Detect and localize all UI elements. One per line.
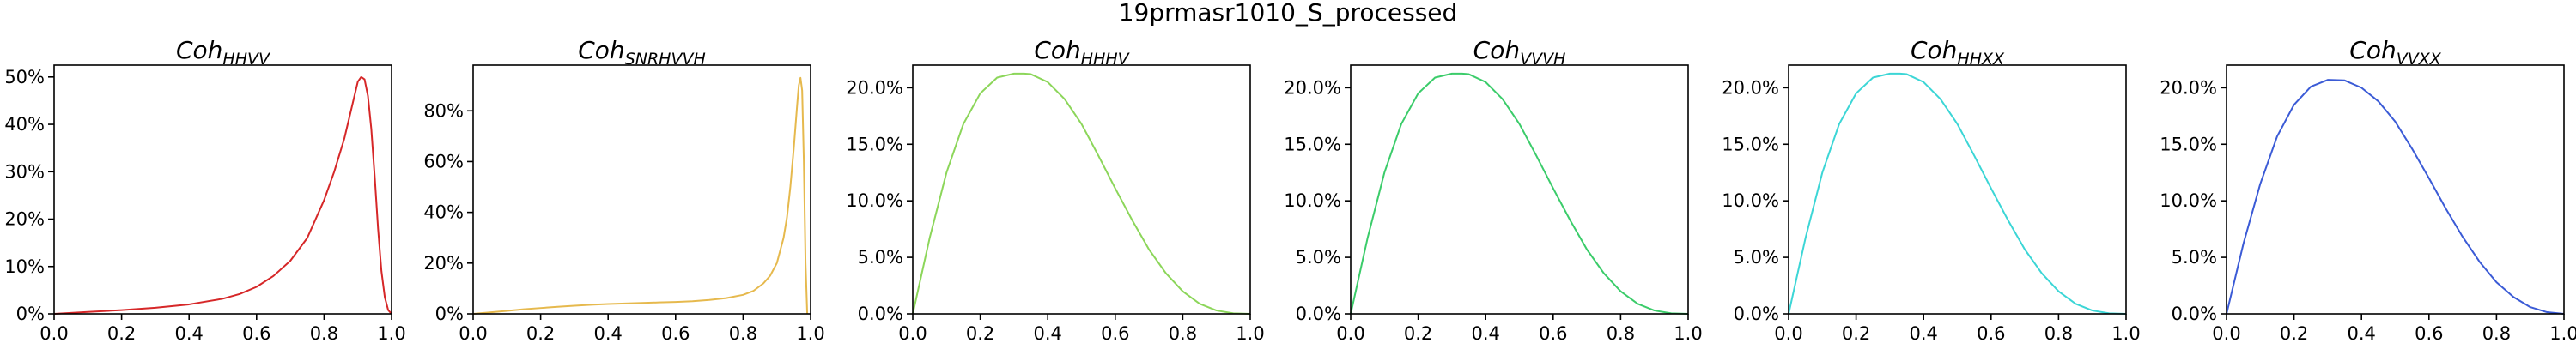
subplot-5-x-tick-label: 0.4 (1909, 323, 1937, 343)
subplot-1-x-tick-label: 0.8 (310, 323, 338, 343)
subplot-3-y-tick-label: 15.0% (846, 134, 903, 154)
subplot-6: CohVVXX 0.0 0.2 0.4 0.6 0.8 1.0 0.0% 5.0% 10.0% 15… (2160, 36, 2576, 343)
subplot-5-x-tick-label: 0.0 (1774, 323, 1802, 343)
subplot-4-x-tick-label: 0.4 (1471, 323, 1499, 343)
subplot-1-x-tick-label: 0.6 (242, 323, 270, 343)
subplot-4-y-tick-label: 20.0% (1284, 77, 1341, 98)
subplot-4-title: CohVVVH (1473, 36, 1566, 69)
subplot-5-x-tick-label: 0.8 (2044, 323, 2073, 343)
subplot-2-x-tick-label: 0.8 (729, 323, 757, 343)
subplot-4-x-tick-label: 0.0 (1336, 323, 1364, 343)
subplot-2-x-tick-label: 0.2 (526, 323, 555, 343)
subplot-1-x-tick-label: 0.0 (39, 323, 68, 343)
subplot-2-y-tick-label: 60% (423, 151, 464, 172)
subplot-5: CohHHXX 0.0 0.2 0.4 0.6 0.8 1.0 0.0% 5.0% 10.0% 15… (1722, 36, 2140, 343)
subplot-6-x-tick-label: 0.2 (2280, 323, 2308, 343)
subplot-5-title: CohHHXX (1911, 36, 2005, 69)
subplot-3-x-tick-label: 0.2 (966, 323, 994, 343)
subplot-4-series-line (1350, 72, 1689, 315)
subplot-1-y-tick-label: 20% (4, 209, 45, 230)
subplot-5-y-tick-label: 20.0% (1722, 77, 1779, 98)
subplot-1-y-tick-label: 50% (4, 67, 45, 87)
subplot-1-axes-frame (53, 64, 392, 315)
subplot-4-x-tick-label: 0.8 (1607, 323, 1635, 343)
subplot-3-y-tick-label: 10.0% (846, 190, 903, 211)
subplot-3-y-tick-label: 5.0% (858, 247, 903, 268)
subplot-1-y-tick-label: 10% (4, 256, 45, 277)
subplot-3-x-tick-label: 0.6 (1101, 323, 1129, 343)
subplot-4-axes-frame (1350, 64, 1689, 315)
subplot-2-y-tick-label: 40% (423, 202, 464, 223)
subplot-1-x-tick-label: 1.0 (377, 323, 405, 343)
subplot-6-y-tick-label: 10.0% (2160, 190, 2217, 211)
subplot-5-y-tick-label: 15.0% (1722, 134, 1779, 154)
subplot-6-y-tick-label: 5.0% (2172, 247, 2217, 268)
subplot-2-y-tick-label: 0% (435, 304, 464, 324)
subplot-2-x-tick-label: 0.0 (459, 323, 487, 343)
subplot-1-x-tick-label: 0.4 (174, 323, 203, 343)
subplot-2-series-line (472, 76, 809, 315)
subplot-6-axes-frame (2226, 64, 2565, 315)
subplot-6-y-tick-label: 0.0% (2172, 304, 2217, 324)
subplot-3-y-tick-label: 20.0% (846, 77, 903, 98)
subplot-3-y-tick-label: 0.0% (858, 304, 903, 324)
subplot-2-x-tick-label: 0.4 (593, 323, 622, 343)
subplot-1-title: CohHHVV (176, 36, 271, 69)
subplot-3-title: CohHHHV (1034, 36, 1130, 69)
subplot-1: CohHHVV 0.0 0.2 0.4 0.6 0.8 1.0 0% 10% 20% 30% 40% 5… (4, 36, 405, 343)
subplot-1-x-tick-label: 0.2 (107, 323, 136, 343)
subplot-2-axes-frame (472, 64, 811, 315)
subplot-4: CohVVVH 0.0 0.2 0.4 0.6 0.8 1.0 0.0% 5.0% 10.0% 15… (1284, 36, 1702, 343)
subplot-2-y-tick-label: 80% (423, 100, 464, 121)
subplot-6-x-tick-label: 1.0 (2549, 323, 2576, 343)
subplot-1-series-line (53, 75, 392, 315)
subplot-2-title: CohSNRHVVH (578, 36, 705, 69)
subplot-5-x-tick-label: 1.0 (2111, 323, 2140, 343)
subplot-3-x-tick-label: 0.4 (1033, 323, 1061, 343)
subplot-3-x-tick-label: 0.0 (898, 323, 927, 343)
subplot-5-y-tick-label: 10.0% (1722, 190, 1779, 211)
subplot-2-x-tick-label: 1.0 (796, 323, 824, 343)
subplot-6-x-tick-label: 0.6 (2415, 323, 2443, 343)
subplot-2: CohSNRHVVH 0.0 0.2 0.4 0.6 0.8 1.0 0% 20% 40% 60% 8… (423, 36, 824, 343)
subplot-4-y-tick-label: 15.0% (1284, 134, 1341, 154)
subplot-4-y-tick-label: 5.0% (1296, 247, 1341, 268)
subplot-3: CohHHHV 0.0 0.2 0.4 0.6 0.8 1.0 0.0% 5.0% 10.0% 15… (846, 36, 1264, 343)
subplot-4-x-tick-label: 0.2 (1404, 323, 1432, 343)
subplot-4-x-tick-label: 0.6 (1539, 323, 1567, 343)
subplot-3-axes-frame (912, 64, 1251, 315)
subplot-3-x-tick-label: 0.8 (1169, 323, 1197, 343)
subplot-2-x-tick-label: 0.6 (661, 323, 690, 343)
subplot-1-y-tick-label: 0% (16, 304, 45, 324)
figure-title: 19prmasr1010_S_processed (1118, 0, 1458, 27)
subplot-4-x-tick-label: 1.0 (1674, 323, 1702, 343)
subplot-3-series-line (912, 72, 1251, 315)
subplot-5-y-tick-label: 0.0% (1734, 304, 1779, 324)
subplot-6-x-tick-label: 0.4 (2347, 323, 2375, 343)
subplot-5-series-line (1788, 72, 2127, 315)
subplot-5-x-tick-label: 0.6 (1977, 323, 2005, 343)
subplot-5-x-tick-label: 0.2 (1842, 323, 1870, 343)
subplot-2-y-tick-label: 20% (423, 253, 464, 274)
subplot-6-title: CohVVXX (2349, 36, 2441, 69)
subplot-5-y-tick-label: 5.0% (1734, 247, 1779, 268)
subplot-1-y-tick-label: 40% (4, 114, 45, 135)
subplot-3-x-tick-label: 1.0 (1236, 323, 1264, 343)
subplot-5-axes-frame (1788, 64, 2127, 315)
subplot-4-y-tick-label: 0.0% (1296, 304, 1341, 324)
subplot-6-series-line (2226, 79, 2565, 315)
subplot-6-x-tick-label: 0.0 (2212, 323, 2240, 343)
subplot-4-y-tick-label: 10.0% (1284, 190, 1341, 211)
subplot-6-y-tick-label: 15.0% (2160, 134, 2217, 154)
subplot-6-x-tick-label: 0.8 (2482, 323, 2511, 343)
subplot-6-y-tick-label: 20.0% (2160, 77, 2217, 98)
subplot-1-y-tick-label: 30% (4, 161, 45, 182)
